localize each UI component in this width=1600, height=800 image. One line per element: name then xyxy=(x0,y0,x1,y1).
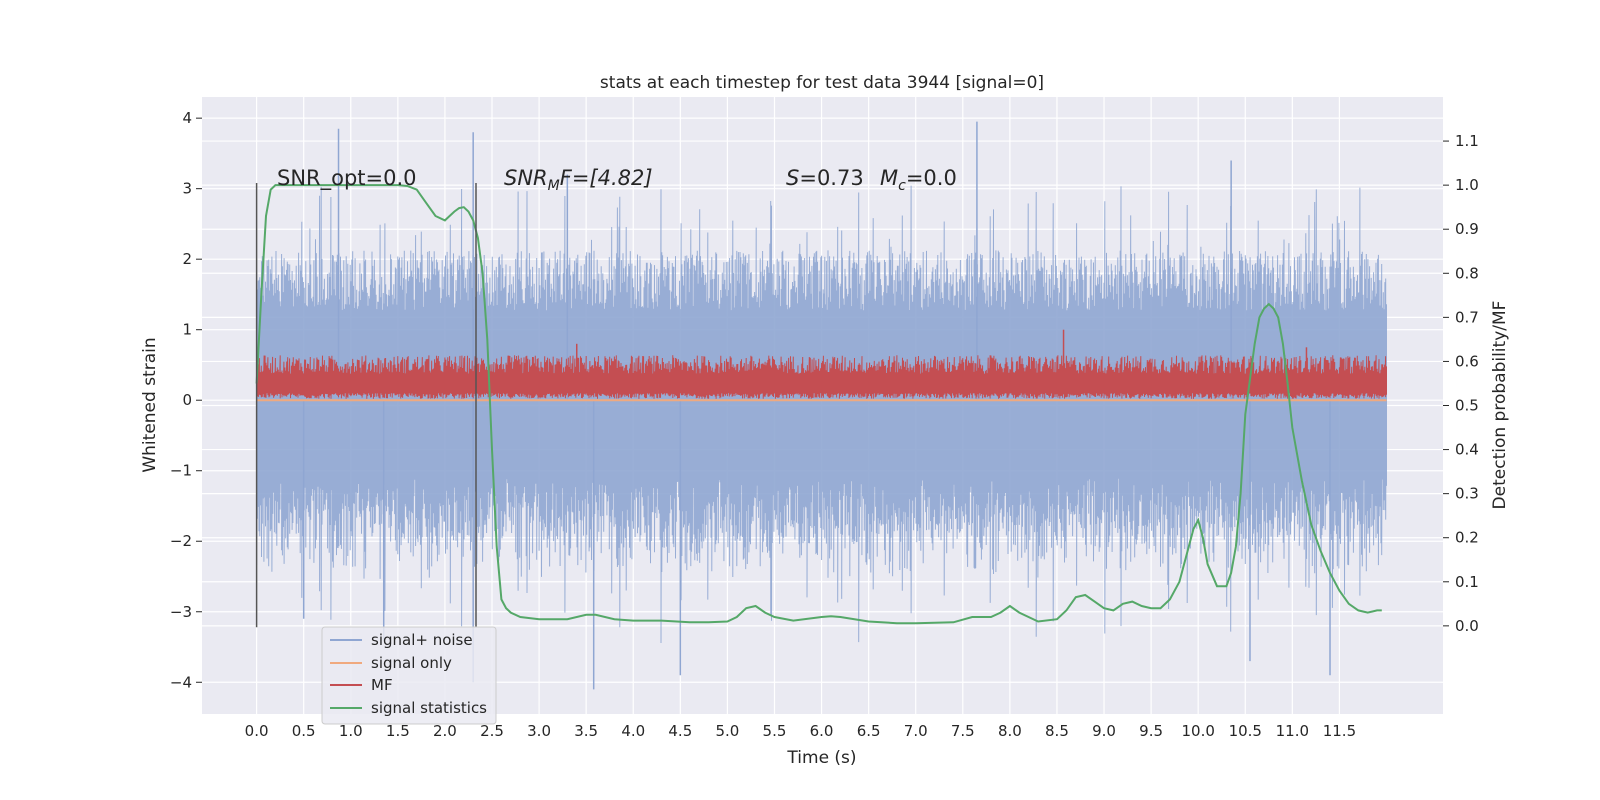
annotation-mc: Mc=0.0 xyxy=(880,166,957,194)
y-axis-label: Whitened strain xyxy=(140,337,160,472)
legend-label-mf: MF xyxy=(371,676,393,694)
legend: signal+ noise signal only MF signal stat… xyxy=(321,626,497,725)
x-tick-label: 8.5 xyxy=(1045,722,1069,740)
x-tick-label: 10.5 xyxy=(1229,722,1262,740)
x-tick-label: 5.5 xyxy=(763,722,787,740)
x-tick-label: 8.0 xyxy=(998,722,1022,740)
x-tick-label: 7.5 xyxy=(951,722,975,740)
y2-tick-labels: 0.0 0.1 0.2 0.3 0.4 0.5 0.6 0.7 0.8 0.9 1.0 1.1 xyxy=(1443,132,1479,635)
series-signal-statistics-line xyxy=(255,184,1382,625)
x-tick-label: 3.0 xyxy=(527,722,551,740)
annotation-snr-mf: SNRMF=[4.82] xyxy=(504,166,653,194)
series-signal-noise-path xyxy=(256,185,1387,644)
y2-tick-label: 0.3 xyxy=(1455,485,1479,503)
y-tick-label: 3 xyxy=(182,180,192,198)
y-tick-label: 1 xyxy=(182,321,192,339)
y2-tick-label: 0.7 xyxy=(1455,308,1479,326)
x-tick-label: 11.0 xyxy=(1276,722,1309,740)
y-tick-label: 2 xyxy=(182,250,192,268)
legend-label-signal-only: signal only xyxy=(371,654,452,672)
y-tick-label: −1 xyxy=(170,462,192,480)
y-tick-label: −2 xyxy=(170,532,192,550)
annotation-snr-mf-sub: M xyxy=(548,178,560,194)
x-tick-label: 4.0 xyxy=(621,722,645,740)
chart-title: stats at each timestep for test data 394… xyxy=(600,73,1044,93)
annotation-s-value: =0.73 xyxy=(799,166,863,190)
y2-axis-label: Detection probability/MF xyxy=(1490,301,1510,510)
legend-label-signal-noise: signal+ noise xyxy=(371,631,473,649)
x-tick-label: 0.0 xyxy=(245,722,269,740)
x-tick-label: 0.5 xyxy=(292,722,316,740)
x-tick-label: 3.5 xyxy=(574,722,598,740)
annotation-s-var: S xyxy=(786,166,799,190)
annotation-snr-opt: SNR_opt=0.0 xyxy=(277,166,417,191)
y2-tick-label: 0.4 xyxy=(1455,441,1479,459)
x-tick-label: 2.5 xyxy=(480,722,504,740)
annotation-snr-mf-prefix: SNR xyxy=(504,166,548,190)
y-tick-label: 0 xyxy=(182,391,192,409)
y2-tick-label: 0.8 xyxy=(1455,264,1479,282)
x-tick-label: 5.0 xyxy=(715,722,739,740)
legend-box xyxy=(321,626,497,725)
x-tick-labels: 0.0 0.5 1.0 1.5 2.0 2.5 3.0 3.5 4.0 4.5 5.0 5.5 6.0 6… xyxy=(245,722,1356,740)
annotation-mc-var: M xyxy=(880,166,898,190)
y2-tick-label: 0.1 xyxy=(1455,573,1479,591)
x-axis-label: Time (s) xyxy=(786,748,856,768)
y2-tick-label: 0.0 xyxy=(1455,617,1479,635)
x-tick-label: 9.5 xyxy=(1139,722,1163,740)
x-tick-label: 10.0 xyxy=(1181,722,1214,740)
x-tick-label: 9.0 xyxy=(1092,722,1116,740)
series-signal-noise-line xyxy=(256,121,1387,690)
y-tick-label: 4 xyxy=(182,109,192,127)
y-tick-labels: −4 −3 −2 −1 0 1 2 3 4 xyxy=(170,109,202,691)
series-mf-path xyxy=(256,355,1387,399)
y2-tick-label: 0.5 xyxy=(1455,397,1479,415)
x-tick-label: 6.0 xyxy=(810,722,834,740)
y2-tick-label: 1.0 xyxy=(1455,176,1479,194)
x-tick-label: 1.0 xyxy=(339,722,363,740)
annotation-snr-mf-rest: F=[4.82] xyxy=(560,166,653,190)
series-layer xyxy=(255,121,1387,690)
y2-tick-label: 0.6 xyxy=(1455,352,1479,370)
annotation-s: S=0.73 xyxy=(786,166,864,190)
legend-label-signal-statistics: signal statistics xyxy=(371,699,487,717)
y2-tick-label: 0.2 xyxy=(1455,529,1479,547)
x-tick-label: 2.0 xyxy=(433,722,457,740)
annotation-mc-value: =0.0 xyxy=(906,166,957,190)
annotation-mc-sub: c xyxy=(898,178,906,194)
x-tick-label: 4.5 xyxy=(668,722,692,740)
x-tick-label: 11.5 xyxy=(1323,722,1356,740)
y-tick-label: −4 xyxy=(170,673,192,691)
x-tick-label: 1.5 xyxy=(386,722,410,740)
y-tick-label: −3 xyxy=(170,603,192,621)
y2-tick-label: 0.9 xyxy=(1455,220,1479,238)
x-tick-label: 7.0 xyxy=(904,722,928,740)
series-mf-line xyxy=(256,329,1387,399)
vertical-markers xyxy=(255,183,477,628)
y2-tick-label: 1.1 xyxy=(1455,132,1479,150)
x-tick-label: 6.5 xyxy=(857,722,881,740)
